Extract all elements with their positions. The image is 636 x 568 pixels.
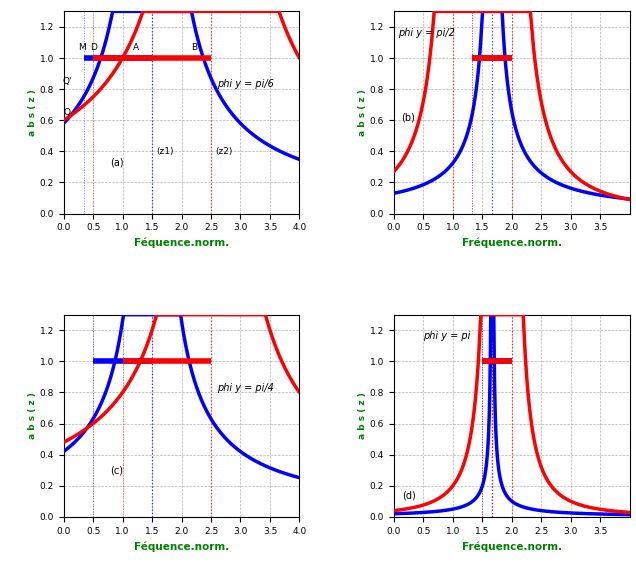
X-axis label: Fréquence.norm.: Fréquence.norm. xyxy=(462,541,562,552)
Text: D: D xyxy=(90,43,97,52)
Text: phi y = pi/2: phi y = pi/2 xyxy=(399,28,455,38)
Text: (c): (c) xyxy=(110,465,123,475)
Text: Q: Q xyxy=(64,108,71,117)
Text: Q': Q' xyxy=(62,77,72,86)
Text: B: B xyxy=(191,43,198,52)
Text: M: M xyxy=(79,43,86,52)
X-axis label: Féquence.norm.: Féquence.norm. xyxy=(134,541,229,552)
Text: phi y = pi/6: phi y = pi/6 xyxy=(217,80,273,90)
Text: (a): (a) xyxy=(110,157,123,167)
X-axis label: Féquence.norm.: Féquence.norm. xyxy=(134,238,229,248)
Y-axis label: a b s ( z ): a b s ( z ) xyxy=(28,392,37,439)
Text: phi y = pi: phi y = pi xyxy=(424,332,471,341)
X-axis label: Fréquence.norm.: Fréquence.norm. xyxy=(462,238,562,248)
Text: (d): (d) xyxy=(402,490,415,500)
Y-axis label: a b s ( z ): a b s ( z ) xyxy=(358,89,367,136)
Y-axis label: a b s ( z ): a b s ( z ) xyxy=(28,89,37,136)
Text: A: A xyxy=(132,43,139,52)
Y-axis label: a b s ( z ): a b s ( z ) xyxy=(358,392,367,439)
Text: (z1): (z1) xyxy=(156,147,174,156)
Text: (z2): (z2) xyxy=(216,147,233,156)
Text: phi y = pi/4: phi y = pi/4 xyxy=(217,383,273,393)
Text: (b): (b) xyxy=(401,112,415,122)
